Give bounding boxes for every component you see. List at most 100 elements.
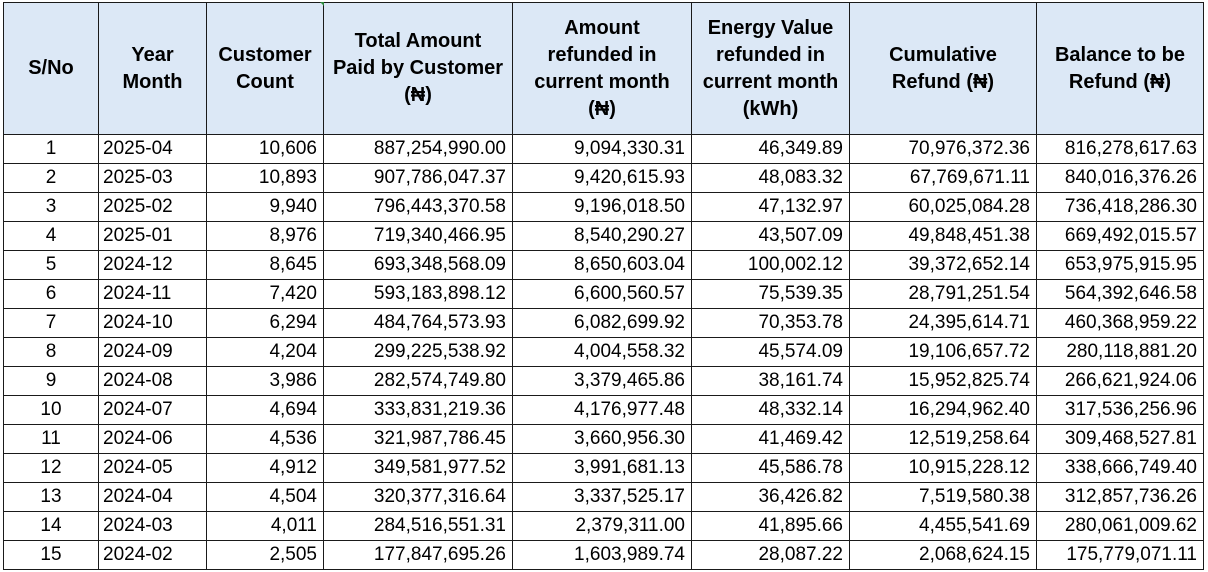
- cell-total-paid: 719,340,466.95: [323, 221, 513, 251]
- cell-amount-refunded: 2,379,311.00: [512, 511, 692, 541]
- table-row: 12 2024-05 4,912 349,581,977.52 3,991,681.13…: [3, 453, 1204, 483]
- header-line: current month: [702, 70, 839, 93]
- cell-balance-refund: 312,857,736.26: [1036, 482, 1204, 512]
- cell-year-month: 2024-05: [98, 453, 207, 483]
- cell-customer-count: 3,986: [206, 366, 324, 396]
- table-row: 15 2024-02 2,505 177,847,695.26 1,603,989.74…: [3, 540, 1204, 570]
- cell-amount-refunded: 1,603,989.74: [512, 540, 692, 570]
- cell-balance-refund: 816,278,617.63: [1036, 134, 1204, 164]
- cell-energy-refunded: 41,895.66: [691, 511, 850, 541]
- header-row: S/No Year Month Customer Count Total Amount Pa…: [3, 2, 1204, 135]
- table-row: 14 2024-03 4,011 284,516,551.31 2,379,311.00…: [3, 511, 1204, 541]
- header-line: Total Amount: [354, 30, 482, 52]
- header-line: refunded in: [716, 43, 825, 66]
- header-line: Count: [236, 70, 294, 93]
- table-row: 5 2024-12 8,645 693,348,568.09 8,650,603.04 1…: [3, 250, 1204, 280]
- cell-year-month: 2024-12: [98, 250, 207, 280]
- cell-cumulative-refund: 10,915,228.12: [849, 453, 1037, 483]
- cell-customer-count: 9,940: [206, 192, 324, 222]
- cell-cumulative-refund: 15,952,825.74: [849, 366, 1037, 396]
- cell-year-month: 2024-03: [98, 511, 207, 541]
- cell-sno: 11: [3, 424, 99, 454]
- header-line: Balance to be: [1054, 43, 1186, 66]
- cell-sno: 12: [3, 453, 99, 483]
- cell-balance-refund: 460,368,959.22: [1036, 308, 1204, 338]
- header-cumulative-refund: Cumulative Refund (₦): [849, 2, 1037, 135]
- cell-total-paid: 887,254,990.00: [323, 134, 513, 164]
- cell-customer-count: 4,204: [206, 337, 324, 367]
- cell-year-month: 2024-06: [98, 424, 207, 454]
- cell-energy-refunded: 36,426.82: [691, 482, 850, 512]
- cell-total-paid: 321,987,786.45: [323, 424, 513, 454]
- cell-sno: 1: [3, 134, 99, 164]
- header-amount-refunded: Amount refunded in current month (₦): [512, 2, 692, 135]
- refund-table: S/No Year Month Customer Count Total Amount Pa…: [3, 2, 1204, 570]
- cell-balance-refund: 564,392,646.58: [1036, 279, 1204, 309]
- cell-energy-refunded: 41,469.42: [691, 424, 850, 454]
- header-line: (₦): [404, 84, 432, 106]
- cell-amount-refunded: 4,176,977.48: [512, 395, 692, 425]
- cell-total-paid: 907,786,047.37: [323, 163, 513, 193]
- cell-energy-refunded: 47,132.97: [691, 192, 850, 222]
- cell-total-paid: 693,348,568.09: [323, 250, 513, 280]
- cell-cumulative-refund: 49,848,451.38: [849, 221, 1037, 251]
- cell-sno: 7: [3, 308, 99, 338]
- table-row: 6 2024-11 7,420 593,183,898.12 6,600,560.57 7…: [3, 279, 1204, 309]
- cell-energy-refunded: 45,574.09: [691, 337, 850, 367]
- header-line: Cumulative: [889, 43, 997, 66]
- header-line: Year: [131, 43, 174, 66]
- cell-cumulative-refund: 28,791,251.54: [849, 279, 1037, 309]
- cell-total-paid: 796,443,370.58: [323, 192, 513, 222]
- cell-customer-count: 4,536: [206, 424, 324, 454]
- cell-amount-refunded: 9,420,615.93: [512, 163, 692, 193]
- cell-energy-refunded: 48,332.14: [691, 395, 850, 425]
- cell-customer-count: 8,976: [206, 221, 324, 251]
- cell-total-paid: 349,581,977.52: [323, 453, 513, 483]
- header-line: Amount: [564, 16, 640, 39]
- cell-sno: 3: [3, 192, 99, 222]
- header-line: (kWh): [742, 97, 799, 120]
- table-row: 13 2024-04 4,504 320,377,316.64 3,337,525.17…: [3, 482, 1204, 512]
- cell-amount-refunded: 6,082,699.92: [512, 308, 692, 338]
- cell-amount-refunded: 8,540,290.27: [512, 221, 692, 251]
- table-row: 1 2025-04 10,606 887,254,990.00 9,094,330.31…: [3, 134, 1204, 164]
- cell-sno: 6: [3, 279, 99, 309]
- cell-cumulative-refund: 12,519,258.64: [849, 424, 1037, 454]
- cell-sno: 2: [3, 163, 99, 193]
- cell-marker: [320, 2, 324, 6]
- cell-total-paid: 284,516,551.31: [323, 511, 513, 541]
- cell-sno: 9: [3, 366, 99, 396]
- cell-year-month: 2025-03: [98, 163, 207, 193]
- cell-energy-refunded: 70,353.78: [691, 308, 850, 338]
- cell-sno: 10: [3, 395, 99, 425]
- cell-amount-refunded: 3,379,465.86: [512, 366, 692, 396]
- header-line: Customer: [218, 43, 312, 66]
- table-row: 3 2025-02 9,940 796,443,370.58 9,196,018.50 4…: [3, 192, 1204, 222]
- cell-cumulative-refund: 7,519,580.38: [849, 482, 1037, 512]
- table-row: 10 2024-07 4,694 333,831,219.36 4,176,977.48…: [3, 395, 1204, 425]
- cell-balance-refund: 309,468,527.81: [1036, 424, 1204, 454]
- header-line: Refund (₦): [891, 70, 995, 93]
- cell-energy-refunded: 46,349.89: [691, 134, 850, 164]
- cell-balance-refund: 317,536,256.96: [1036, 395, 1204, 425]
- header-total-paid: Total Amount Paid by Customer (₦): [323, 2, 513, 135]
- cell-cumulative-refund: 67,769,671.11: [849, 163, 1037, 193]
- cell-amount-refunded: 8,650,603.04: [512, 250, 692, 280]
- cell-energy-refunded: 43,507.09: [691, 221, 850, 251]
- cell-cumulative-refund: 4,455,541.69: [849, 511, 1037, 541]
- cell-customer-count: 4,912: [206, 453, 324, 483]
- cell-cumulative-refund: 19,106,657.72: [849, 337, 1037, 367]
- cell-amount-refunded: 3,660,956.30: [512, 424, 692, 454]
- header-line: refunded in: [547, 43, 657, 66]
- cell-customer-count: 10,893: [206, 163, 324, 193]
- cell-sno: 13: [3, 482, 99, 512]
- cell-year-month: 2025-02: [98, 192, 207, 222]
- header-line: Paid by Customer: [332, 57, 504, 79]
- cell-customer-count: 6,294: [206, 308, 324, 338]
- cell-total-paid: 484,764,573.93: [323, 308, 513, 338]
- cell-energy-refunded: 48,083.32: [691, 163, 850, 193]
- cell-cumulative-refund: 2,068,624.15: [849, 540, 1037, 570]
- cell-cumulative-refund: 39,372,652.14: [849, 250, 1037, 280]
- header-balance-refund: Balance to be Refund (₦): [1036, 2, 1204, 135]
- cell-cumulative-refund: 24,395,614.71: [849, 308, 1037, 338]
